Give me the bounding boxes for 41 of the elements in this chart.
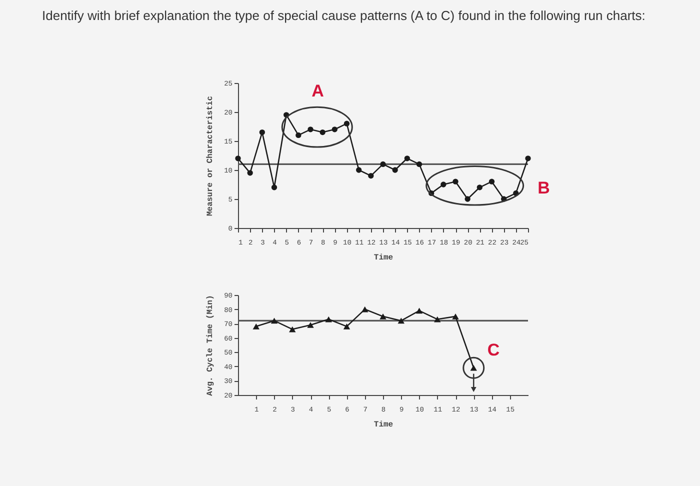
point: [476, 184, 482, 190]
point: [332, 126, 338, 132]
point: [235, 156, 241, 162]
annotation: A: [312, 82, 324, 101]
point: [398, 318, 404, 324]
point: [380, 314, 386, 320]
point: [289, 326, 296, 332]
point: [325, 316, 332, 322]
point: [404, 156, 410, 162]
y-axis-title: Measure or Characteristic: [206, 96, 216, 216]
point: [440, 182, 446, 188]
point: [343, 324, 350, 330]
point: [307, 322, 314, 328]
point: [356, 167, 362, 173]
x-axis-title: Time: [374, 254, 394, 262]
point: [271, 184, 278, 190]
point: [247, 170, 253, 176]
point: [392, 167, 398, 173]
point: [252, 324, 260, 330]
point: [452, 314, 459, 320]
point: [362, 306, 368, 312]
point: [368, 172, 374, 179]
point: [270, 318, 278, 324]
point: [416, 308, 423, 314]
annotation: C: [487, 340, 500, 360]
point: [296, 132, 302, 138]
point: [416, 161, 422, 168]
point: [259, 129, 265, 136]
point: [488, 178, 495, 184]
point: [308, 126, 314, 132]
point: [452, 178, 458, 184]
point: [464, 196, 470, 202]
point: [380, 161, 386, 168]
point: [525, 156, 531, 162]
text: B: [538, 178, 550, 198]
point: [344, 120, 350, 126]
y-axis-title: Avg. Cycle Time (Min): [206, 295, 216, 396]
x-axis-title: Time: [374, 420, 394, 430]
point: [320, 129, 326, 136]
point: [434, 316, 441, 322]
chart-title: Identify with brief explanation the type of special cause patterns (A to C) found in the following run charts:: [42, 8, 646, 23]
